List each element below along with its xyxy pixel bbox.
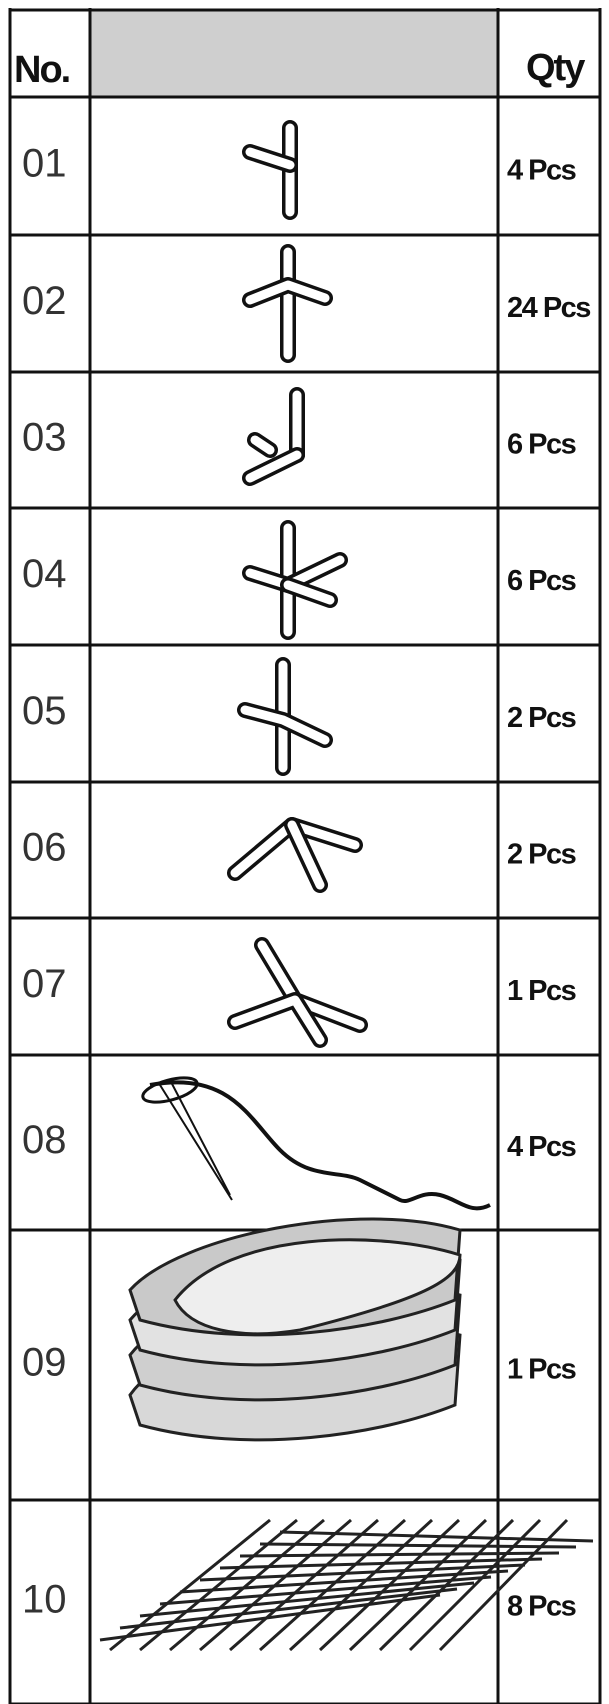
header-no: No. [14, 49, 69, 91]
row-quantity: 2 Pcs [507, 839, 576, 871]
net-line [139, 1581, 475, 1618]
row-number: 03 [22, 416, 67, 460]
net-line [259, 1542, 577, 1549]
tube-inner [245, 147, 295, 170]
part-illustration [242, 120, 298, 220]
row-quantity: 1 Pcs [507, 975, 576, 1007]
part-illustration [242, 244, 333, 363]
row-number: 02 [22, 279, 67, 323]
net-line [279, 1530, 594, 1543]
row-quantity: 4 Pcs [507, 1131, 576, 1163]
part-illustration [128, 1217, 462, 1442]
part-illustration [237, 657, 333, 776]
tube-inner [230, 995, 325, 1045]
row-number: 04 [22, 552, 67, 596]
part-illustration [99, 1518, 594, 1652]
row-quantity: 6 Pcs [507, 565, 576, 597]
net-line [169, 1518, 325, 1652]
row-number: 01 [22, 142, 67, 186]
row-quantity: 8 Pcs [507, 1591, 576, 1623]
row-quantity: 24 Pcs [507, 292, 590, 324]
net-line [229, 1518, 379, 1652]
tube-inner [250, 435, 275, 455]
tube-inner [283, 580, 335, 605]
row-number: 10 [22, 1578, 67, 1622]
header-qty: Qty [526, 47, 585, 89]
part-illustration [227, 817, 363, 893]
rope [149, 1080, 491, 1211]
tube-inner [245, 450, 302, 483]
net-line [288, 1518, 434, 1652]
row-number: 06 [22, 826, 67, 870]
net-line [139, 1518, 298, 1652]
net-line [258, 1518, 407, 1652]
part-illustration [242, 520, 348, 640]
net-line [199, 1518, 352, 1652]
net-line [438, 1518, 569, 1652]
part-illustration [227, 937, 368, 1048]
row-number: 09 [22, 1341, 67, 1385]
net-line [219, 1557, 543, 1570]
row-quantity: 1 Pcs [507, 1354, 576, 1386]
row-number: 05 [22, 689, 67, 733]
tube-inner [287, 820, 325, 890]
row-quantity: 4 Pcs [507, 155, 576, 187]
net-line [318, 1518, 461, 1652]
header-image-cell [90, 10, 498, 97]
row-quantity: 2 Pcs [507, 702, 576, 734]
net-line [99, 1593, 441, 1642]
part-illustration [141, 1076, 491, 1211]
net-line [348, 1518, 488, 1652]
row-number: 07 [22, 962, 67, 1006]
fabric-top [173, 1238, 462, 1336]
stake [159, 1079, 233, 1201]
net-line [408, 1518, 542, 1652]
net-line [179, 1569, 509, 1594]
part-illustration [242, 387, 305, 486]
row-quantity: 6 Pcs [507, 429, 576, 461]
tube-inner [245, 280, 330, 305]
net-line [109, 1518, 271, 1652]
row-number: 08 [22, 1118, 67, 1162]
tube-inner [240, 705, 330, 745]
net-line [378, 1518, 515, 1652]
stake-loop [141, 1076, 199, 1104]
